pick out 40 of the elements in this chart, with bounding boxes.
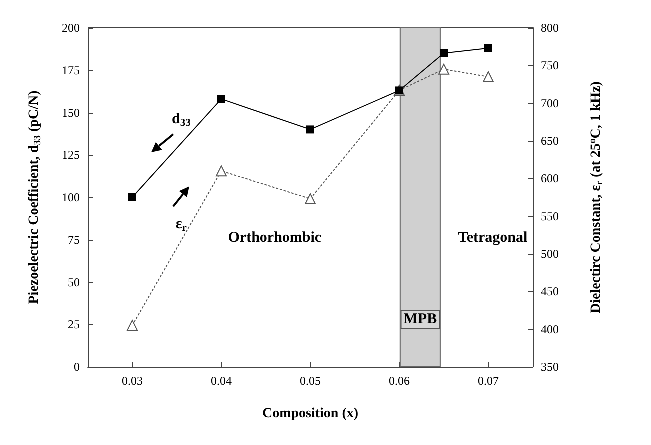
y-tick-label: 0 [74, 360, 80, 374]
x-tick-label: 0.03 [122, 374, 143, 388]
point [305, 194, 316, 205]
y2-axis-title: Dielectirc Constant, εr (at 25oC, 1 kHz) [588, 81, 606, 314]
point [438, 64, 450, 75]
y2-tick-label: 350 [541, 360, 559, 374]
point [484, 44, 492, 52]
y2-tick-label: 400 [541, 322, 559, 336]
y-tick-label: 175 [62, 63, 80, 78]
y-axis-title: Piezoelectric Coefficient, d33 (pC/N) [27, 90, 44, 304]
x-tick-label: 0.05 [300, 374, 321, 388]
point [216, 166, 227, 177]
y-tick-label: 75 [68, 232, 80, 247]
y-tick-label: 200 [62, 21, 80, 35]
annotation: Tetragonal [458, 230, 528, 246]
x-tick-label: 0.07 [478, 374, 499, 388]
point [306, 126, 314, 134]
point [128, 194, 136, 202]
x-axis-title: Composition (x) [262, 406, 359, 422]
point [440, 49, 448, 58]
annotation: Orthorhombic [228, 230, 322, 246]
y-tick-label: 50 [68, 275, 80, 290]
y-tick-label: 125 [62, 148, 80, 162]
y2-tick-label: 800 [541, 21, 559, 35]
y-tick-label: 100 [62, 190, 80, 204]
y-tick-label: 25 [68, 318, 80, 332]
y2-tick-label: 750 [541, 58, 559, 73]
y2-tick-label: 500 [541, 247, 559, 261]
point [127, 320, 138, 332]
y2-tick-label: 550 [541, 209, 559, 224]
point [218, 95, 226, 104]
y2-tick-label: 450 [541, 284, 559, 299]
y-tick-label: 150 [62, 106, 80, 120]
x-tick-label: 0.04 [211, 374, 232, 388]
y2-tick-label: 650 [541, 134, 559, 148]
x-tick-label: 0.06 [389, 374, 410, 388]
point [483, 71, 494, 82]
y2-tick-label: 700 [541, 96, 559, 110]
y2-tick-label: 600 [541, 172, 559, 186]
band-label: MPB [404, 312, 438, 328]
